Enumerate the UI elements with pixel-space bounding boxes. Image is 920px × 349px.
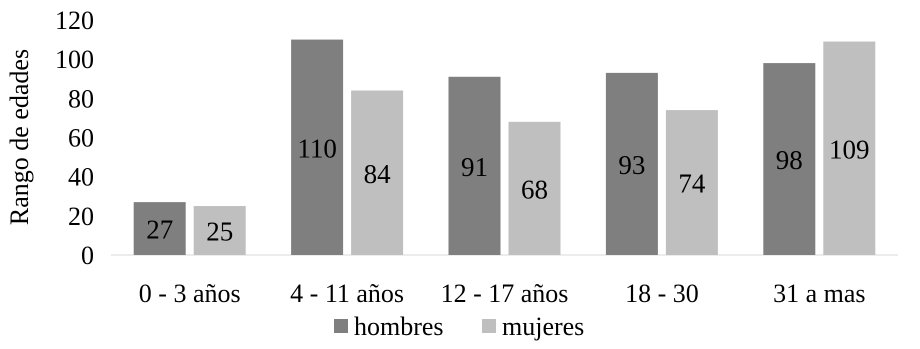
bar-hombres (763, 63, 816, 256)
bar-mujeres (665, 110, 718, 255)
data-label-mujeres: 109 (829, 134, 870, 164)
bar-hombres (605, 72, 658, 255)
legend-swatch-mujeres (482, 319, 496, 333)
y-tick-label: 120 (55, 6, 94, 35)
data-label-mujeres: 68 (521, 174, 548, 204)
legend-label-mujeres: mujeres (502, 312, 584, 341)
data-label-mujeres: 84 (364, 159, 392, 189)
y-tick-label: 0 (81, 241, 94, 270)
bar-mujeres (508, 121, 561, 255)
x-category-label: 4 - 11 años (290, 279, 404, 308)
y-tick-label: 40 (68, 163, 94, 192)
y-tick-label: 60 (68, 124, 94, 153)
x-category-label: 12 - 17 años (441, 279, 569, 308)
data-label-hombres: 27 (146, 215, 173, 245)
x-category-label: 31 a mas (773, 279, 865, 308)
legend-label-hombres: hombres (354, 312, 444, 341)
data-labels-group: 27 25 110 84 91 68 93 74 98 109 (146, 133, 869, 246)
y-tick-label: 20 (68, 202, 94, 231)
bar-mujeres (823, 41, 876, 255)
data-label-mujeres: 25 (206, 217, 233, 247)
data-label-hombres: 110 (297, 133, 337, 163)
data-label-mujeres: 74 (678, 169, 706, 199)
legend-swatch-hombres (334, 319, 348, 333)
x-category-label: 18 - 30 (625, 279, 699, 308)
data-label-hombres: 91 (461, 152, 488, 182)
y-tick-label: 80 (68, 84, 94, 113)
data-label-hombres: 93 (618, 150, 645, 180)
y-axis-title: Rango de edades (5, 49, 34, 225)
bar-hombres (291, 39, 344, 256)
y-axis-ticks: 0 20 40 60 80 100 120 (55, 6, 94, 270)
bars-group (133, 39, 876, 256)
bar-mujeres (193, 206, 246, 255)
x-axis-category-labels: 0 - 3 años 4 - 11 años 12 - 17 años 18 - 30… (139, 279, 866, 308)
bar-hombres (448, 76, 501, 256)
y-tick-label: 100 (55, 45, 94, 74)
data-label-hombres: 98 (776, 145, 803, 175)
legend: hombres mujeres (334, 312, 584, 341)
bar-mujeres (351, 90, 404, 255)
bar-hombres (133, 202, 186, 255)
x-category-label: 0 - 3 años (139, 279, 241, 308)
